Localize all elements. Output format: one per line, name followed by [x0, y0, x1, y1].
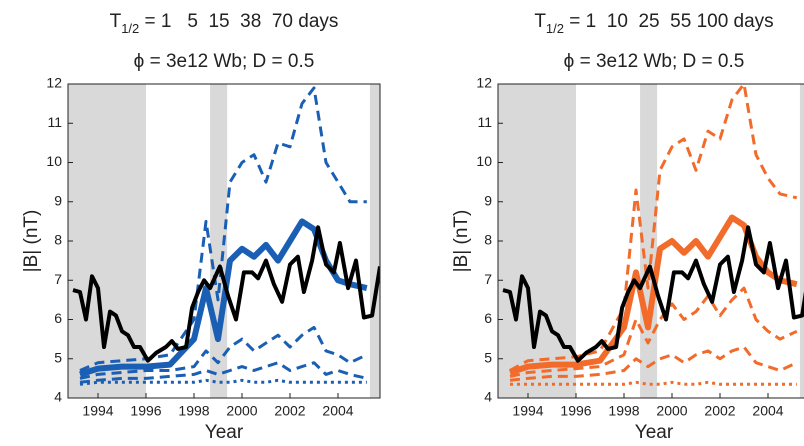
shaded-region: [68, 84, 146, 398]
series-line: [509, 286, 798, 378]
lines: [72, 86, 380, 386]
chart-title: T1/2 = 1 5 15 38 70 days: [110, 11, 339, 36]
title-rest: = 1 5 15 38 70 days: [139, 11, 338, 32]
x-tick-label: 2000: [656, 403, 687, 419]
series-line: [509, 345, 798, 382]
y-tick-label: 6: [54, 310, 62, 326]
x-tick-label: 1996: [130, 403, 161, 419]
x-tick-label: 1994: [512, 403, 543, 419]
chart-subtitle: ϕ = 3e12 Wb; D = 0.5: [564, 51, 745, 72]
x-tick-label: 1994: [82, 403, 113, 419]
y-tick-label: 11: [47, 114, 62, 130]
series-line: [72, 225, 380, 363]
y-tick-label: 6: [484, 310, 492, 326]
y-tick-label: 10: [46, 153, 62, 169]
y-tick-label: 7: [484, 271, 492, 287]
y-axis-label: |B| (nT): [451, 210, 472, 273]
y-tick-label: 4: [54, 389, 62, 405]
chart-title: T1/2 = 1 10 25 55 100 days: [534, 11, 773, 36]
title-rest: = 1 10 25 55 100 days: [564, 11, 774, 32]
series-line: [79, 361, 368, 384]
y-axis-label: |B| (nT): [21, 210, 42, 273]
x-axis-label: Year: [205, 422, 244, 443]
y-tick-label: 5: [484, 349, 492, 365]
x-tick-label: 2004: [322, 403, 353, 419]
chart-subtitle: ϕ = 3e12 Wb; D = 0.5: [134, 51, 315, 72]
x-tick-label: 2004: [752, 403, 783, 419]
y-tick-label: 12: [476, 75, 492, 91]
shaded-region: [498, 84, 576, 398]
y-tick-label: 8: [484, 232, 492, 248]
x-tick-label: 2002: [704, 403, 735, 419]
title-main: T: [534, 11, 546, 32]
y-tick-label: 4: [484, 389, 492, 405]
x-tick-label: 1998: [178, 403, 209, 419]
y-tick-label: 9: [484, 192, 492, 208]
title-subscript: 1/2: [546, 21, 564, 36]
title-main: T: [110, 11, 122, 32]
shaded-region: [369, 84, 380, 398]
x-axis-label: Year: [635, 422, 674, 443]
lines: [502, 84, 804, 386]
panel: 4 5 6 7 8 9 10 11 12 1994 1996 1998 2000 2002 2004 Year…: [451, 11, 804, 443]
series-line: [502, 225, 804, 363]
x-tick-label: 1996: [560, 403, 591, 419]
x-tick-label: 2000: [226, 403, 257, 419]
y-tick-label: 8: [54, 232, 62, 248]
y-tick-label: 7: [54, 271, 62, 287]
y-tick-label: 12: [46, 75, 62, 91]
shaded-region: [799, 84, 804, 398]
title-subscript: 1/2: [121, 21, 139, 36]
y-tick-label: 10: [476, 153, 492, 169]
series-line: [510, 380, 797, 386]
series-line: [509, 84, 798, 372]
y-tick-label: 9: [54, 192, 62, 208]
x-tick-label: 2002: [274, 403, 305, 419]
panel: 4 5 6 7 8 9 10 11 12 1994 1996 1998 2000 2002 2004 Year…: [21, 11, 381, 443]
series-line: [79, 378, 367, 386]
y-tick-label: 5: [54, 349, 62, 365]
series-line: [79, 325, 368, 380]
x-tick-label: 1998: [608, 403, 639, 419]
y-tick-label: 11: [477, 114, 492, 130]
